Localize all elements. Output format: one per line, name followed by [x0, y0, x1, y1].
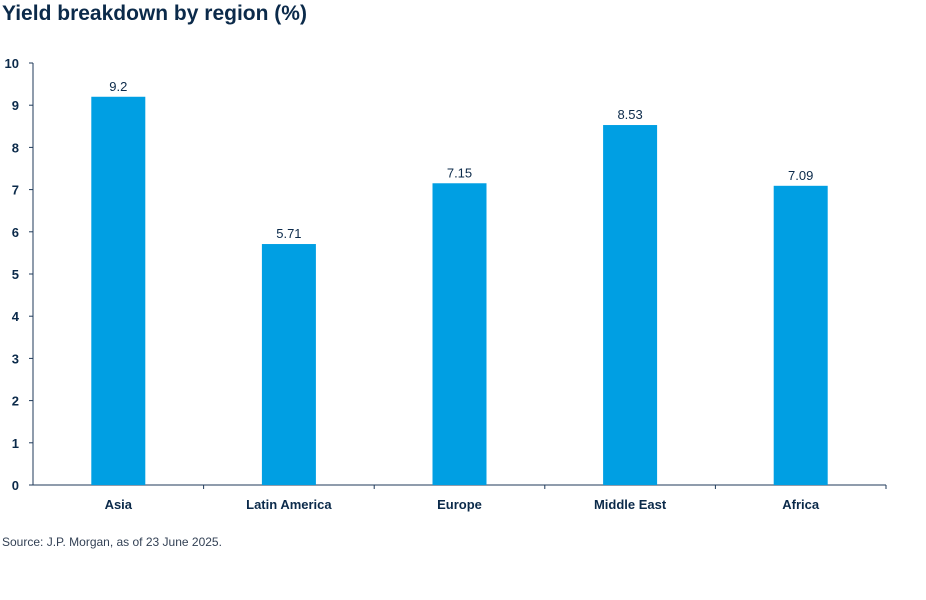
bar-value-label: 7.15 [447, 165, 472, 180]
bar [261, 244, 316, 485]
y-tick-label: 5 [12, 267, 19, 282]
x-category-label: Asia [105, 497, 133, 512]
bar [773, 185, 828, 485]
bar [603, 125, 658, 485]
y-tick-label: 4 [12, 309, 20, 324]
bar-value-label: 5.71 [276, 226, 301, 241]
y-tick-label: 3 [12, 351, 19, 366]
x-category-label: Middle East [594, 497, 667, 512]
x-category-label: Europe [437, 497, 482, 512]
chart-title: Yield breakdown by region (%) [2, 2, 307, 25]
y-tick-label: 10 [5, 56, 19, 71]
bar [91, 96, 146, 485]
bar-value-label: 7.09 [788, 168, 813, 183]
bar-value-label: 8.53 [617, 107, 642, 122]
y-tick-label: 2 [12, 394, 19, 409]
y-tick-label: 8 [12, 140, 19, 155]
bar [432, 183, 487, 485]
x-category-label: Africa [782, 497, 820, 512]
y-tick-label: 6 [12, 225, 19, 240]
y-tick-label: 1 [12, 436, 19, 451]
y-tick-label: 7 [12, 183, 19, 198]
bar-value-label: 9.2 [109, 79, 127, 94]
x-category-label: Latin America [246, 497, 332, 512]
y-tick-label: 9 [12, 98, 19, 113]
y-tick-label: 0 [12, 478, 19, 493]
source-note: Source: J.P. Morgan, as of 23 June 2025. [2, 535, 222, 549]
